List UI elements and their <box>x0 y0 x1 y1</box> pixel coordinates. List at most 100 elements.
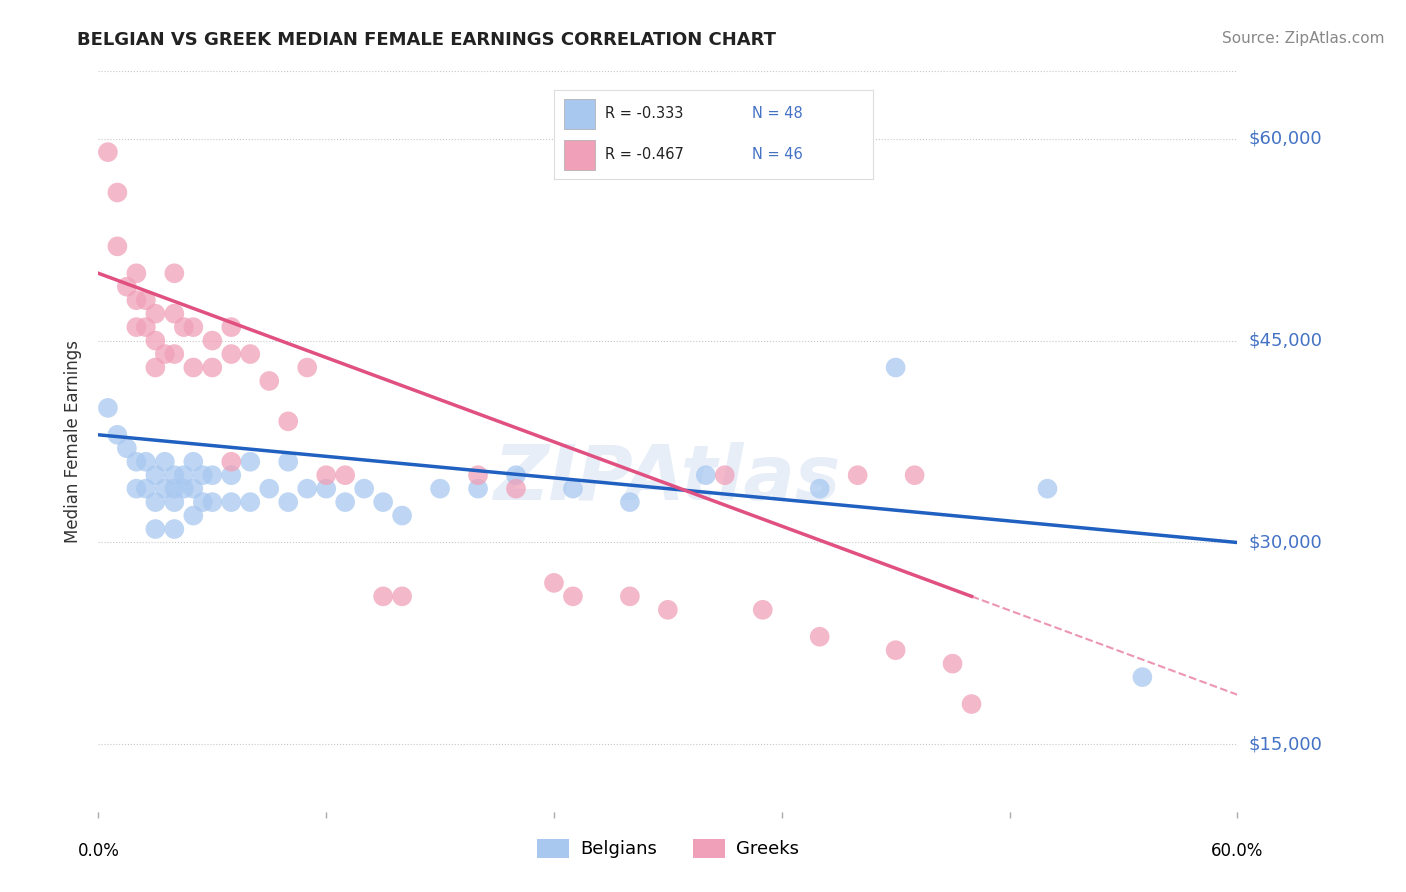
Point <box>239 495 262 509</box>
Point <box>163 482 186 496</box>
Point <box>153 347 176 361</box>
Point <box>201 334 224 348</box>
Point <box>135 482 157 496</box>
Point <box>942 657 965 671</box>
Point <box>808 482 831 496</box>
Point <box>239 347 262 361</box>
Point <box>145 360 167 375</box>
Point <box>107 427 129 442</box>
Point <box>153 455 176 469</box>
Point <box>173 468 195 483</box>
Point <box>153 482 176 496</box>
Text: $15,000: $15,000 <box>1249 735 1322 754</box>
Text: BELGIAN VS GREEK MEDIAN FEMALE EARNINGS CORRELATION CHART: BELGIAN VS GREEK MEDIAN FEMALE EARNINGS … <box>77 31 776 49</box>
Point <box>125 455 148 469</box>
Point <box>201 495 224 509</box>
Point <box>183 360 205 375</box>
Point <box>429 482 451 496</box>
Point <box>391 590 413 604</box>
Point <box>115 279 138 293</box>
Point <box>145 334 167 348</box>
Point <box>125 320 148 334</box>
Point <box>562 482 585 496</box>
Point <box>371 495 394 509</box>
Point <box>183 508 205 523</box>
Point <box>505 482 527 496</box>
Point <box>695 468 717 483</box>
Point <box>277 455 299 469</box>
Point <box>125 482 148 496</box>
Point <box>277 495 299 509</box>
Text: $30,000: $30,000 <box>1249 533 1322 551</box>
Y-axis label: Median Female Earnings: Median Female Earnings <box>65 340 83 543</box>
Point <box>904 468 927 483</box>
Point <box>221 347 243 361</box>
Point <box>259 374 281 388</box>
Point <box>173 482 195 496</box>
Point <box>107 239 129 253</box>
Point <box>884 360 907 375</box>
Legend: Belgians, Greeks: Belgians, Greeks <box>529 832 807 865</box>
Point <box>467 468 489 483</box>
Point <box>960 697 983 711</box>
Point <box>183 455 205 469</box>
Point <box>97 145 120 160</box>
Point <box>97 401 120 415</box>
Point <box>125 266 148 280</box>
Point <box>259 482 281 496</box>
Point <box>714 468 737 483</box>
Point <box>145 522 167 536</box>
Point <box>221 468 243 483</box>
Point <box>562 590 585 604</box>
Point <box>145 307 167 321</box>
Point <box>191 468 214 483</box>
Point <box>371 590 394 604</box>
Point <box>135 455 157 469</box>
Point <box>846 468 869 483</box>
Text: ZIPAtlas: ZIPAtlas <box>494 442 842 516</box>
Point <box>183 320 205 334</box>
Text: $45,000: $45,000 <box>1249 332 1323 350</box>
Point <box>467 482 489 496</box>
Point <box>297 482 319 496</box>
Point <box>145 468 167 483</box>
Point <box>1132 670 1154 684</box>
Point <box>125 293 148 308</box>
Point <box>201 468 224 483</box>
Point <box>221 455 243 469</box>
Point <box>145 495 167 509</box>
Point <box>297 360 319 375</box>
Point <box>163 468 186 483</box>
Point <box>1036 482 1059 496</box>
Point <box>543 575 565 590</box>
Point <box>277 414 299 428</box>
Point <box>752 603 775 617</box>
Point <box>505 468 527 483</box>
Text: Source: ZipAtlas.com: Source: ZipAtlas.com <box>1222 31 1385 46</box>
Point <box>201 360 224 375</box>
Point <box>135 293 157 308</box>
Point <box>239 455 262 469</box>
Point <box>163 495 186 509</box>
Point <box>619 495 641 509</box>
Point <box>335 495 357 509</box>
Point <box>391 508 413 523</box>
Point <box>163 522 186 536</box>
Point <box>808 630 831 644</box>
Text: $60,000: $60,000 <box>1249 129 1322 148</box>
Point <box>619 590 641 604</box>
Point <box>221 495 243 509</box>
Point <box>657 603 679 617</box>
Point <box>315 468 337 483</box>
Point <box>315 482 337 496</box>
Point <box>135 320 157 334</box>
Point <box>163 347 186 361</box>
Point <box>107 186 129 200</box>
Point <box>335 468 357 483</box>
Point <box>221 320 243 334</box>
Point <box>163 266 186 280</box>
Text: 60.0%: 60.0% <box>1211 842 1264 860</box>
Point <box>353 482 375 496</box>
Point <box>191 495 214 509</box>
Point <box>173 320 195 334</box>
